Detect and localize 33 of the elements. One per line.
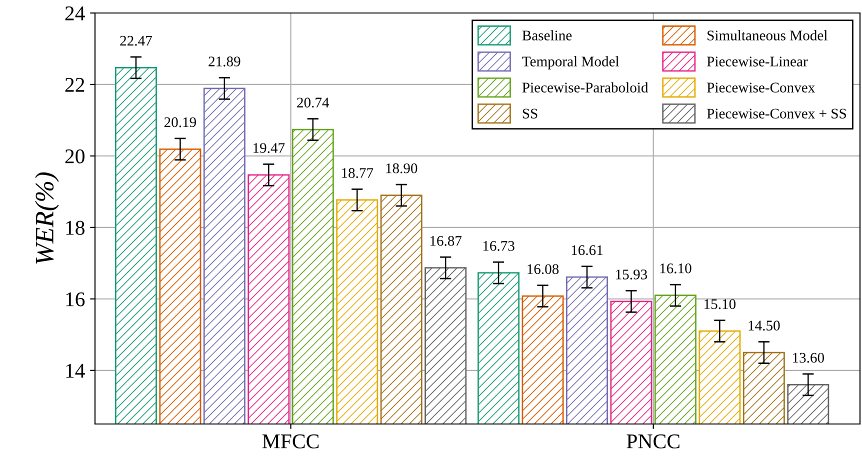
- y-tick-label: 22: [65, 78, 84, 92]
- data-label: 20.19: [164, 117, 196, 128]
- data-label: 20.74: [297, 98, 330, 108]
- y-axis-title: WER(%): [34, 172, 59, 264]
- y-tick-label: 18: [66, 220, 84, 235]
- data-label: 13.60: [793, 352, 824, 363]
- legend-label: SS: [522, 108, 538, 119]
- legend-label: Piecewise-Convex + SS: [707, 108, 846, 119]
- data-label: 16.10: [660, 263, 692, 274]
- legend-label: Baseline: [522, 30, 572, 40]
- data-label: 19.47: [254, 143, 285, 153]
- legend-label: Simultaneous Model: [708, 30, 828, 40]
- x-tick-label: PNCC: [626, 434, 680, 448]
- data-label: 18.77: [342, 168, 374, 178]
- data-label: 15.10: [704, 299, 736, 310]
- legend-label: Piecewise-Paraboloid: [522, 82, 648, 92]
- data-label: 16.08: [528, 264, 559, 274]
- data-label: 18.90: [386, 163, 418, 174]
- legend-label: Piecewise-Linear: [707, 56, 808, 66]
- data-label: 15.93: [616, 270, 648, 280]
- y-tick-label: 24: [65, 6, 85, 20]
- legend-label: Piecewise-Convex: [707, 82, 815, 92]
- data-label: 14.50: [748, 320, 780, 331]
- legend-label: Temporal Model: [522, 56, 620, 70]
- y-tick-label: 16: [66, 292, 85, 306]
- y-tick-label: 14: [66, 364, 85, 378]
- data-label: 16.87: [430, 236, 462, 246]
- data-label: 21.89: [208, 56, 240, 66]
- y-tick-label: 20: [65, 149, 84, 164]
- data-label: 16.61: [572, 245, 603, 256]
- x-tick-label: MFCC: [262, 434, 319, 448]
- data-label: 16.73: [483, 241, 514, 251]
- data-label: 22.47: [120, 36, 152, 46]
